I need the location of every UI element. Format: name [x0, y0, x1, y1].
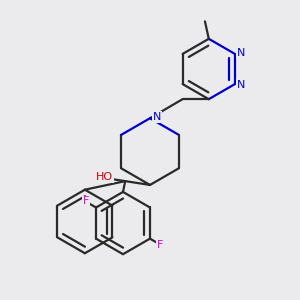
Text: HO: HO [96, 172, 113, 182]
Text: N: N [153, 112, 161, 122]
Text: F: F [82, 196, 89, 206]
Text: N: N [236, 80, 245, 90]
Text: N: N [236, 48, 245, 58]
Text: F: F [157, 240, 164, 250]
